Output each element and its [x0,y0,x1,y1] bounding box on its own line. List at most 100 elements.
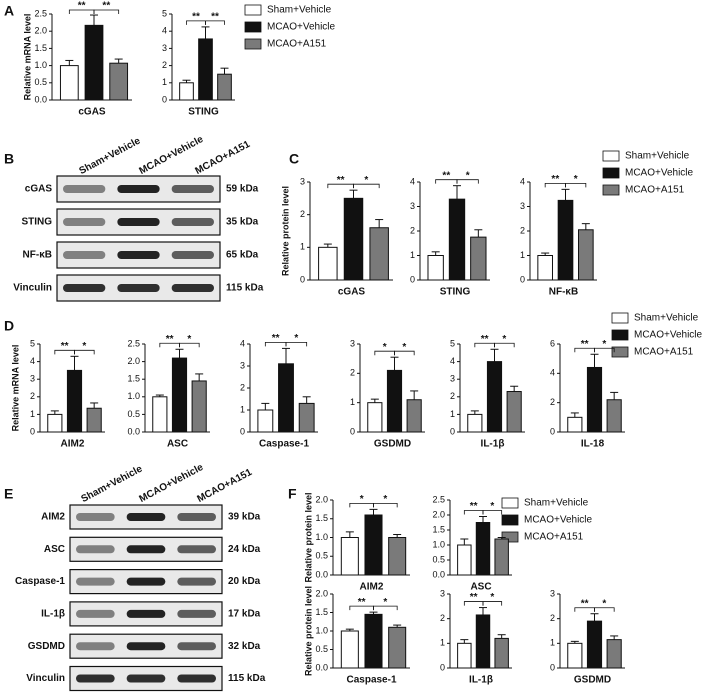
legend-swatch [501,497,519,509]
panel-label: A [4,3,14,19]
y-tick-label: 1.0 [127,391,140,401]
blot-band [63,284,106,292]
blot-band [171,251,214,259]
y-tick-label: 1.0 [432,539,445,549]
blot-band [126,609,166,618]
significance-bracket [594,607,615,612]
bar [318,246,338,281]
bar [586,366,603,433]
y-tick-label: 0.0 [315,662,328,672]
significance-label: * [490,592,494,603]
y-tick-label: 1 [520,250,525,260]
legend-label: MCAO+A151 [625,185,685,196]
significance-label: * [187,334,191,345]
y-tick-label: 2.0 [315,588,328,598]
significance-label: * [602,598,606,609]
bar [298,402,315,433]
y-tick-label: 4 [240,338,245,348]
significance-bracket [394,350,415,356]
bar [494,637,509,669]
y-tick-label: 5 [162,8,167,18]
bar [506,391,522,433]
significance-bracket [93,9,120,14]
bar [367,402,383,433]
legend-swatch [244,38,262,50]
y-tick-label: 0 [440,662,445,672]
y-tick-label: 1 [300,242,305,252]
size-label: 20 kDa [228,576,261,587]
y-tick-label: 0 [240,426,245,436]
y-tick-label: 0 [162,94,167,104]
legend-swatch [602,150,620,162]
y-tick-label: 3 [30,374,35,384]
y-tick-label: 1 [350,397,355,407]
bar [278,363,294,433]
size-label: 35 kDa [226,217,259,228]
blot-band [76,577,115,586]
blot-band [76,642,115,651]
y-tick-label: 1.0 [34,60,47,70]
bar [59,65,79,101]
x-axis-label: cGAS [78,107,106,118]
bar [364,613,383,669]
legend-swatch [244,21,262,33]
y-tick-label: 3 [440,588,445,598]
bar [448,198,466,281]
y-tick-label: 4 [520,176,525,186]
bar [586,620,603,669]
y-tick-label: 0 [450,426,455,436]
blot-band [171,284,214,292]
y-tick-label: 0.0 [34,94,47,104]
legend-swatch [611,329,629,341]
protein-label: Caspase-1 [15,576,65,587]
x-axis-label: Caspase-1 [259,439,309,450]
significance-label: * [360,494,364,505]
x-axis-label: GSDMD [374,439,411,450]
legend-swatch [602,184,620,196]
y-tick-label: 2.0 [34,26,47,36]
significance-bracket [373,605,398,611]
bar [340,630,359,669]
legend-swatch [244,4,262,16]
x-axis-label: NF-κB [549,287,578,298]
blot-band [177,577,216,586]
bar [340,537,359,576]
significance-label: ** [470,592,478,603]
y-tick-label: 2 [410,225,415,235]
significance-label: * [294,333,298,344]
legend-label: MCAO+Vehicle [524,515,593,526]
y-tick-label: 1 [162,77,167,87]
legend-label: MCAO+A151 [634,347,694,358]
significance-label: * [383,494,387,505]
y-tick-label: 2 [350,368,355,378]
bar [388,537,407,576]
blot-band [63,218,106,226]
bar [364,514,383,576]
panel-label: B [4,151,14,167]
panel-label: C [289,151,299,167]
lane-label: MCAO+Vehicle [137,462,205,505]
y-tick-label: 3 [350,338,355,348]
size-label: 17 kDa [228,609,261,620]
bar [557,199,574,281]
y-tick-label: 3 [300,176,305,186]
y-tick-label: 2 [550,613,555,623]
x-axis-label: STING [440,287,471,298]
y-tick-label: 2 [240,382,245,392]
y-tick-label: 1.5 [315,607,328,617]
x-axis-label: cGAS [338,287,366,298]
significance-label: ** [470,501,478,512]
size-label: 32 kDa [228,641,261,652]
blot-band [117,218,160,226]
blot-band [126,577,166,586]
lane-label: Sham+Vehicle [79,463,144,505]
y-tick-label: 2 [440,613,445,623]
y-tick-label: 6 [550,338,555,348]
y-tick-label: 1 [30,409,35,419]
y-tick-label: 2 [162,60,167,70]
legend-label: MCAO+A151 [267,39,327,50]
y-axis-label: Relative mRNA level [10,345,20,432]
y-tick-label: 1 [440,638,445,648]
significance-label: ** [211,12,219,23]
